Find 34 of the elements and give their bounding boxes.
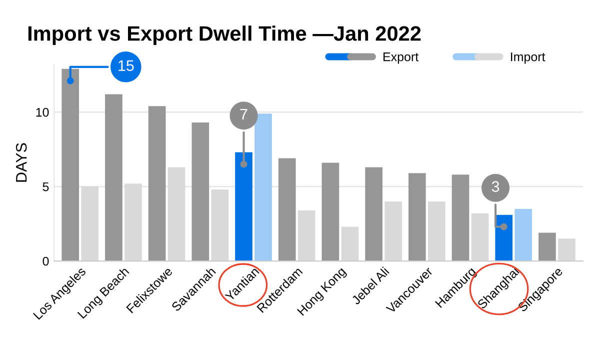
bar [365, 167, 382, 262]
legend-label: Export [384, 52, 419, 64]
bar [384, 201, 402, 262]
bar [538, 232, 556, 262]
annotation: 3 [492, 181, 500, 192]
bar [148, 106, 166, 262]
y-tick-label: 0 [42, 256, 49, 266]
y-axis-title: DAYS [16, 143, 27, 182]
bar [408, 173, 426, 262]
y-tick-label: 10 [36, 108, 49, 117]
bar [495, 214, 513, 262]
annotation: 15 [118, 60, 134, 72]
bar [254, 114, 272, 262]
bar [124, 184, 142, 262]
bar [211, 190, 229, 262]
bar [428, 201, 446, 262]
legend-label: Import [511, 52, 546, 64]
bar [452, 174, 470, 262]
chart-title: Import vs Export Dwell Time —Jan 2022 [28, 26, 421, 46]
bar [322, 162, 340, 262]
bar [62, 68, 80, 262]
annotation: 7 [240, 109, 248, 120]
bar [168, 167, 186, 262]
bar [341, 226, 359, 262]
bar [192, 122, 210, 262]
bar [298, 210, 316, 262]
y-tick-label: 5 [42, 182, 49, 192]
bar [471, 213, 489, 262]
bar [514, 208, 532, 262]
bar [105, 94, 122, 262]
bar [81, 186, 99, 262]
bar [235, 152, 252, 262]
bar [278, 158, 296, 262]
bar [558, 238, 576, 262]
